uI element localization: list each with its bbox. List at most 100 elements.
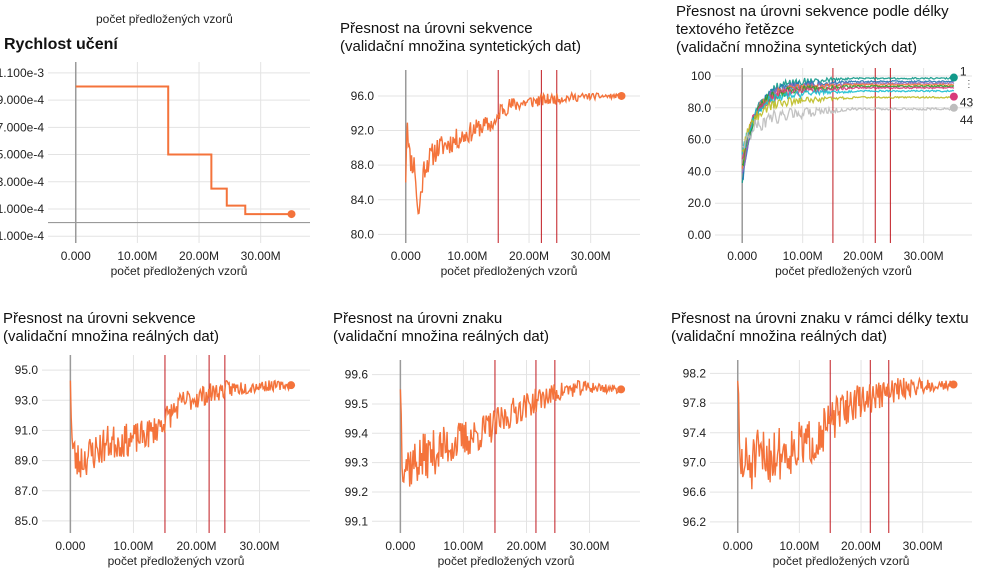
- chart-panel-learning-rate: Rychlost učení 1.100e-3 9.000e-4 7.000e-4 5…: [0, 0, 330, 290]
- series-end-dot: [949, 380, 958, 389]
- x-tick-label: 10.00M: [443, 539, 483, 553]
- series-end-dot: [949, 73, 958, 82]
- chart-svg-character-real: 99.6 99.5 99.4 99.3 99.2 99.1 0.000 10.00M 20.00…: [345, 360, 640, 568]
- y-tick-label: 99.6: [345, 368, 369, 382]
- series-line: [399, 380, 622, 487]
- chart-title-line-1: Přesnost na úrovni sekvence: [3, 310, 196, 327]
- series-line: [741, 88, 955, 155]
- chart-title-line-1: Přesnost na úrovni znaku v rámci délky t…: [671, 310, 969, 327]
- y-tick-label: 93.0: [15, 393, 39, 407]
- y-tick-label: 96.0: [351, 89, 375, 103]
- x-tick-label: 20.00M: [843, 249, 883, 263]
- y-tick-label: 89.0: [15, 454, 39, 468]
- x-tick-label: 30.00M: [903, 539, 943, 553]
- y-tick-label: 88.0: [351, 158, 375, 172]
- y-tick-label: 80.0: [351, 227, 375, 241]
- x-axis-label: počet předložených vzorů: [108, 554, 245, 568]
- x-tick-label: 20.00M: [841, 539, 881, 553]
- chart-svg-sequence-real: 95.0 93.0 91.0 89.0 87.0 85.0 0.000 10.00M 20.00…: [15, 355, 310, 568]
- series-end-dot: [617, 91, 626, 100]
- chart-title-line-3: (validační množina syntetických dat): [676, 39, 917, 56]
- x-tick-label: 30.00M: [904, 249, 944, 263]
- chart-title: Rychlost učení: [4, 36, 118, 53]
- x-axis-label: počet předložených vzorů: [441, 264, 578, 278]
- y-tick-label: 3.000e-4: [0, 175, 44, 189]
- y-tick-label: 5.000e-4: [0, 148, 44, 162]
- chart-svg-sequence-by-length: 100 80.0 60.0 40.0 20.0 0.00 0.000 10.00M 20.00M…: [688, 65, 974, 278]
- gridlines: [715, 68, 972, 243]
- y-tick-label: 20.0: [688, 196, 712, 210]
- y-tick-label: 92.0: [351, 124, 375, 138]
- series-line: [741, 95, 955, 154]
- y-tick-label: 0.00: [688, 228, 712, 242]
- x-tick-label: 0.000: [61, 249, 91, 263]
- y-tick-label: 80.0: [688, 101, 712, 115]
- y-tick-label: 1.000e-4: [0, 202, 44, 216]
- chart-title-line-1: Přesnost na úrovni sekvence podle délky: [676, 3, 949, 20]
- y-tick-label: 95.0: [15, 363, 39, 377]
- chart-svg-character-by-length: 98.2 97.8 97.4 97.0 96.6 96.2 0.000 10.00M 20.00…: [683, 360, 972, 568]
- x-tick-label: 0.000: [727, 249, 757, 263]
- series-label: 1: [960, 65, 967, 79]
- x-tick-label: 10.00M: [113, 539, 153, 553]
- series-line: [741, 105, 955, 150]
- gridlines: [378, 70, 640, 243]
- x-tick-label: 10.00M: [783, 249, 823, 263]
- x-tick-label: 0.000: [723, 539, 753, 553]
- series-end-dot: [287, 381, 296, 390]
- y-tick-label: 91.0: [15, 423, 39, 437]
- series-ellipsis: ⋮: [964, 79, 974, 90]
- y-tick-label: 85.0: [15, 514, 39, 528]
- x-axis-label: počet předložených vzorů: [438, 554, 575, 568]
- series-label: 43: [960, 96, 974, 110]
- x-tick-label: 0.000: [385, 539, 415, 553]
- chart-title-line-2: (validační množina reálných dat): [3, 328, 219, 345]
- y-tick-label: 99.5: [345, 397, 369, 411]
- chart-title-line-2: (validační množina syntetických dat): [340, 38, 581, 55]
- series-line: [75, 85, 292, 216]
- x-tick-label: 20.00M: [506, 539, 546, 553]
- chart-panel-sequence-real: Přesnost na úrovni sekvence (validační m…: [0, 290, 330, 574]
- y-tick-label: 99.3: [345, 456, 369, 470]
- gridlines: [48, 62, 310, 243]
- series-line: [737, 376, 954, 490]
- x-tick-label: 10.00M: [117, 249, 157, 263]
- y-tick-label: 99.4: [345, 426, 369, 440]
- series-end-dot: [949, 103, 958, 112]
- y-tick-label: 1.100e-3: [0, 66, 44, 80]
- y-tick-label: 97.8: [683, 396, 707, 410]
- y-tick-label: 96.6: [683, 485, 707, 499]
- x-tick-label: 0.000: [55, 539, 85, 553]
- y-tick-label: 87.0: [15, 484, 39, 498]
- y-tick-label: 84.0: [351, 193, 375, 207]
- x-tick-label: 30.00M: [570, 539, 610, 553]
- chart-title-line-2: (validační množina reálných dat): [333, 328, 549, 345]
- x-axis-label: počet předložených vzorů: [111, 264, 248, 278]
- chart-title-line-2: (validační množina reálných dat): [671, 328, 887, 345]
- series-end-dot: [617, 385, 626, 394]
- y-tick-label: 7.000e-4: [0, 120, 44, 134]
- x-axis-label: počet předložených vzorů: [773, 554, 910, 568]
- top-caption: počet předložených vzorů: [96, 12, 233, 26]
- chart-svg-learning-rate: 1.100e-3 9.000e-4 7.000e-4 5.000e-4 3.000e-4…: [0, 62, 310, 278]
- x-tick-label: 30.00M: [571, 249, 611, 263]
- y-tick-label: 96.2: [683, 515, 707, 529]
- x-tick-label: 10.00M: [779, 539, 819, 553]
- x-tick-label: 20.00M: [176, 539, 216, 553]
- chart-svg-sequence-synthetic: 96.0 92.0 88.0 84.0 80.0 0.000 10.00M 20.00M 30.…: [351, 70, 640, 278]
- chart-title-line-2: textového řetězce: [676, 21, 795, 38]
- chart-title-line-1: Přesnost na úrovni sekvence: [340, 20, 533, 37]
- x-axis-label: počet předložených vzorů: [775, 264, 912, 278]
- series-line: [405, 90, 623, 215]
- y-tick-label: 9.000e-4: [0, 93, 44, 107]
- y-tick-label: 98.2: [683, 366, 707, 380]
- x-tick-label: 30.00M: [241, 249, 281, 263]
- series-line: [741, 76, 954, 183]
- y-tick-label: -1.000e-4: [0, 229, 44, 243]
- chart-panel-character-by-length: Přesnost na úrovni znaku v rámci délky t…: [665, 290, 997, 574]
- y-tick-label: 60.0: [688, 133, 712, 147]
- y-tick-label: 99.2: [345, 485, 369, 499]
- chart-title-line-1: Přesnost na úrovni znaku: [333, 310, 503, 327]
- chart-panel-sequence-synthetic: Přesnost na úrovni sekvence (validační m…: [330, 0, 665, 290]
- series-label: 44: [960, 113, 974, 127]
